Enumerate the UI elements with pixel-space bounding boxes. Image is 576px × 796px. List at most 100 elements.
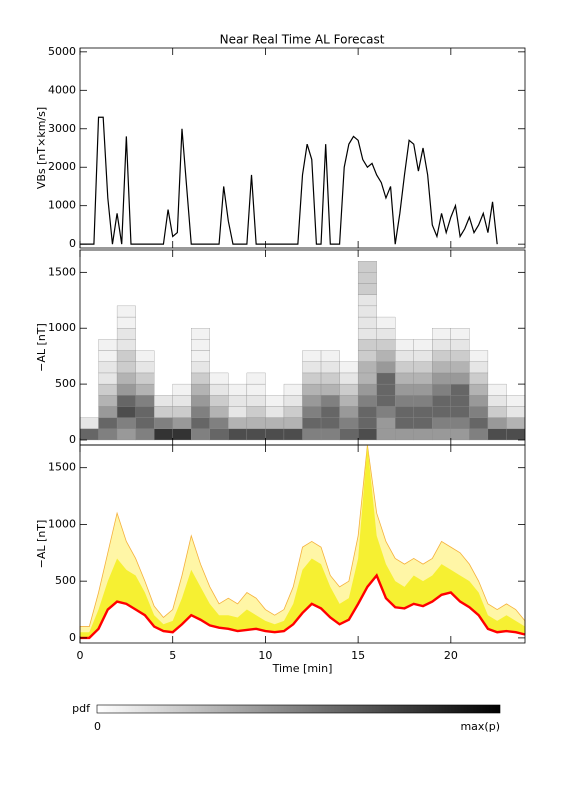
heat-cell: [432, 350, 451, 362]
heat-cell: [283, 428, 303, 441]
x-tick-label: 0: [77, 649, 84, 662]
heat-cell: [469, 406, 489, 418]
heat-cell: [506, 406, 526, 418]
y-tick-label: 2000: [48, 160, 76, 173]
heat-cell: [98, 417, 118, 429]
heat-cell: [413, 417, 433, 429]
y-tick-label: 500: [55, 377, 76, 390]
y-tick-label: 1500: [48, 461, 76, 474]
y-axis-label: −AL [nT]: [35, 323, 48, 372]
heat-cell: [283, 395, 303, 407]
heat-cell: [172, 406, 192, 418]
heat-cell: [135, 406, 155, 418]
heat-cell: [376, 383, 396, 396]
heat-cell: [302, 417, 322, 429]
heat-cell: [246, 406, 266, 418]
heat-cell: [339, 361, 359, 374]
plot-frame: [79, 47, 526, 249]
heat-cell: [246, 428, 266, 441]
heat-cell: [450, 350, 470, 362]
heat-cell: [357, 283, 377, 295]
panel: 0 1000 2000 3000 4000 5000 VBs [nT×km/s]: [35, 45, 526, 250]
heat-cell: [450, 428, 470, 441]
heat-cell: [357, 417, 377, 429]
heat-cell: [469, 395, 489, 407]
x-tick-label: 20: [444, 649, 458, 662]
heat-cell: [283, 406, 303, 418]
heat-cell: [116, 339, 136, 351]
colorbar: [96, 704, 501, 714]
heat-cell: [357, 372, 377, 385]
heat-cell: [376, 428, 396, 441]
heat-cell: [395, 372, 414, 385]
heat-cell: [320, 372, 340, 385]
heat-cell: [98, 395, 118, 407]
heat-cell: [191, 383, 210, 396]
heat-cell: [413, 339, 433, 351]
heat-cell: [265, 395, 285, 407]
heat-cell: [376, 361, 396, 374]
heat-cell: [357, 383, 377, 396]
heat-cell: [469, 361, 489, 374]
heat-cell: [116, 361, 136, 374]
heat-cell: [357, 316, 377, 329]
heat-cell: [116, 406, 136, 418]
colorbar-label: pdf: [72, 702, 91, 715]
heat-cell: [413, 372, 433, 385]
heat-cell: [302, 428, 322, 441]
colorbar-max: max(p): [460, 720, 500, 733]
heat-cell: [172, 428, 192, 441]
heat-cell: [191, 339, 210, 351]
heat-cell: [506, 395, 526, 407]
y-axis-label: VBs [nT×km/s]: [35, 107, 48, 189]
heat-cell: [191, 406, 210, 418]
heat-cell: [228, 406, 248, 418]
heat-cell: [172, 383, 192, 396]
x-tick-label: 5: [169, 649, 176, 662]
heat-cell: [154, 395, 173, 407]
y-axis-label: −AL [nT]: [35, 520, 48, 569]
heat-cell: [246, 417, 266, 429]
heat-cell: [413, 361, 433, 374]
heat-cell: [265, 428, 285, 441]
heat-cell: [116, 383, 136, 396]
heat-cell: [228, 395, 248, 407]
heat-cell: [246, 372, 266, 385]
heat-cell: [283, 383, 303, 396]
heat-cell: [357, 305, 377, 318]
heat-cell: [320, 383, 340, 396]
heat-cell: [339, 417, 359, 429]
heat-cell: [172, 417, 192, 429]
heat-cell: [413, 406, 433, 418]
heat-cell: [450, 372, 470, 385]
heat-cell: [172, 395, 192, 407]
band: [80, 445, 525, 638]
plot-frame: [79, 444, 526, 644]
y-tick-label: 0: [69, 237, 76, 250]
heat-cell: [302, 361, 322, 374]
heat-cell: [413, 383, 433, 396]
y-tick-label: 4000: [48, 83, 76, 96]
heat-cell: [98, 428, 118, 441]
panel: 0 500 1000 1500 0 5 10 15 20 Time [min] −AL [nT]: [35, 444, 526, 675]
heat-cell: [450, 417, 470, 429]
heat-cell: [357, 428, 377, 441]
heat-cell: [469, 350, 489, 362]
x-axis-label: Time [min]: [272, 662, 333, 675]
heat-cell: [98, 372, 118, 385]
heat-cell: [469, 372, 489, 385]
heat-cell: [154, 428, 173, 441]
heat-cell: [487, 428, 507, 441]
heat-cell: [395, 406, 414, 418]
heat-cell: [209, 417, 229, 429]
heat-cell: [135, 417, 155, 429]
heat-cell: [228, 428, 248, 441]
heat-cell: [135, 350, 155, 362]
heat-cell: [357, 272, 377, 284]
heat-cell: [413, 350, 433, 362]
heat-cell: [228, 417, 248, 429]
heat-cell: [191, 395, 210, 407]
heat-cell: [432, 395, 451, 407]
panel: 0 500 1000 1500 −AL [nT]: [35, 249, 526, 446]
heat-cell: [395, 428, 414, 441]
